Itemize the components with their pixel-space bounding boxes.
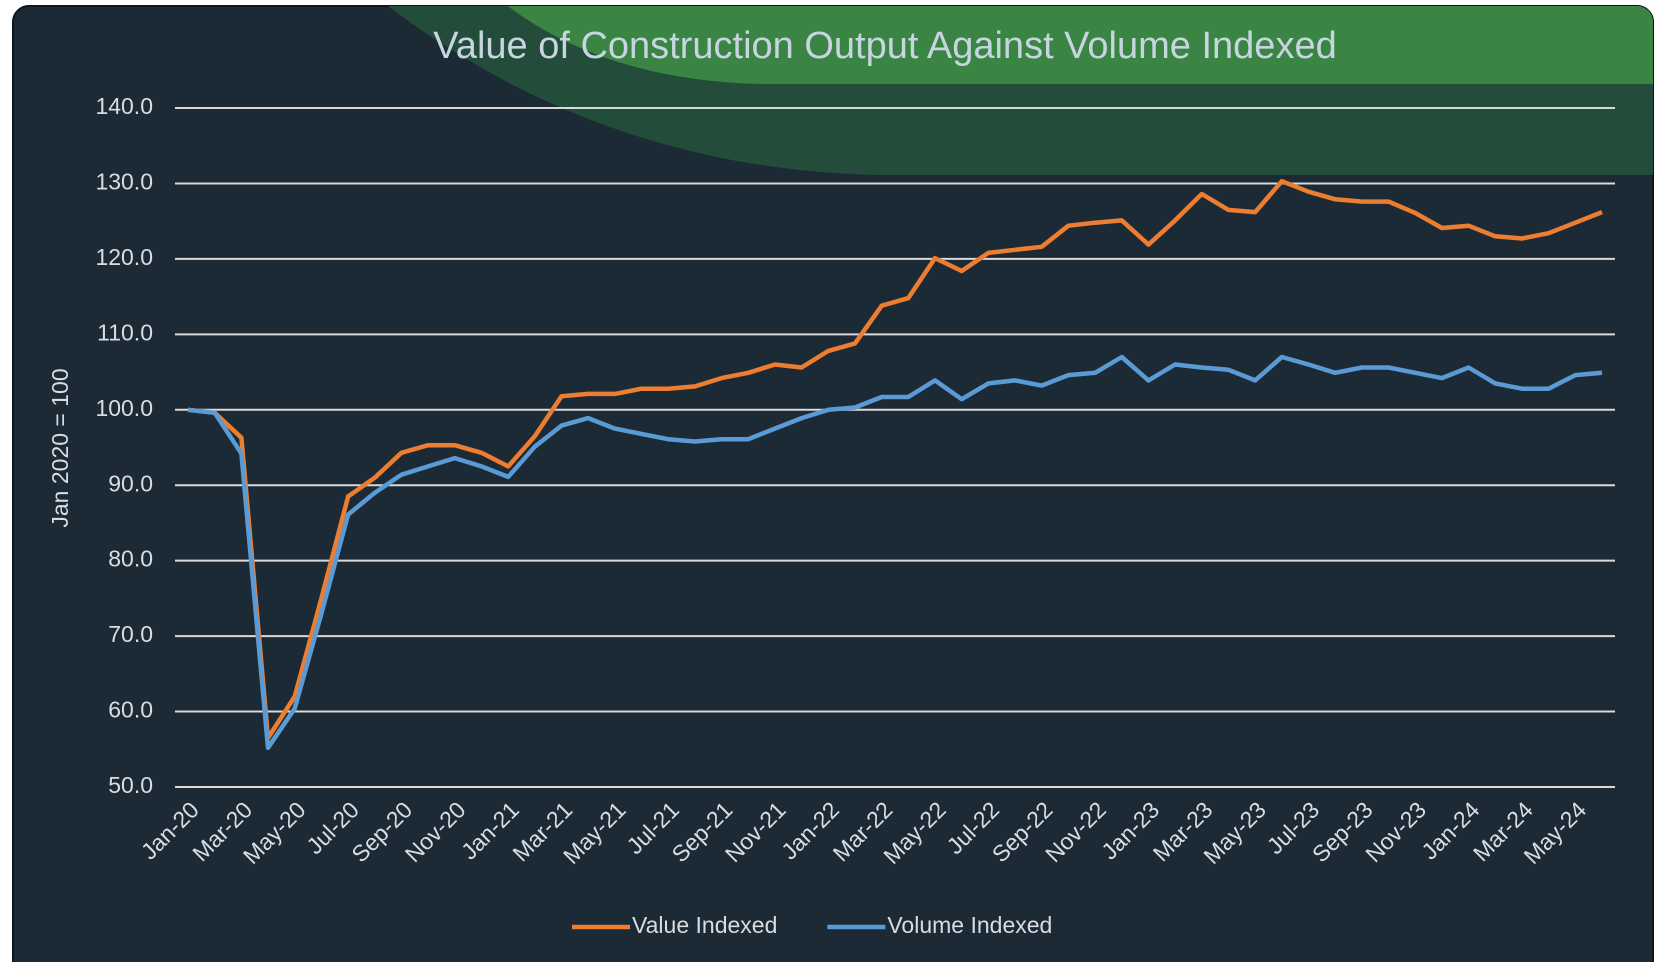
legend-label: Value Indexed	[632, 912, 777, 938]
y-tick-label: 100.0	[95, 395, 153, 421]
y-tick-label: 60.0	[108, 697, 153, 723]
y-tick-label: 80.0	[108, 546, 153, 572]
y-tick-label: 120.0	[95, 244, 153, 270]
chart: Value of Construction Output Against Vol…	[0, 0, 1657, 962]
y-axis-title: Jan 2020 = 100	[47, 368, 73, 527]
y-tick-label: 70.0	[108, 621, 153, 647]
legend-label: Volume Indexed	[887, 912, 1052, 938]
y-tick-label: 110.0	[97, 319, 153, 345]
y-tick-label: 90.0	[108, 470, 153, 496]
y-tick-label: 140.0	[95, 93, 153, 119]
y-tick-label: 130.0	[95, 169, 153, 195]
y-tick-label: 50.0	[108, 772, 153, 798]
chart-title: Value of Construction Output Against Vol…	[433, 25, 1336, 67]
